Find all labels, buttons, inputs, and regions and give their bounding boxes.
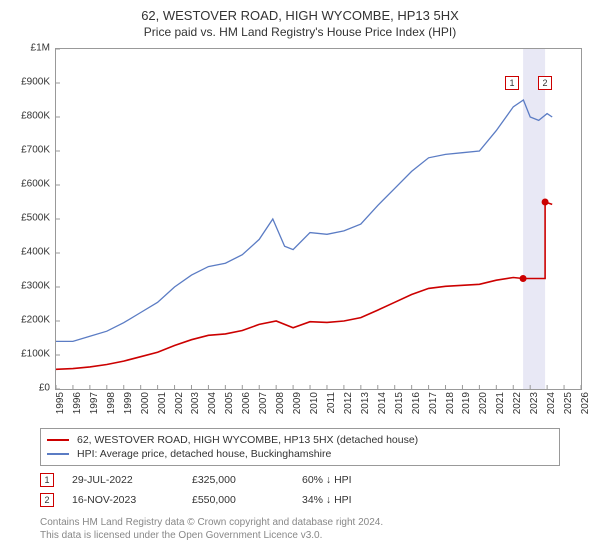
xtick-label: 2022 [512, 392, 523, 422]
xtick-label: 2025 [563, 392, 574, 422]
xtick-label: 2026 [580, 392, 591, 422]
xtick-label: 2010 [309, 392, 320, 422]
xtick-label: 2012 [343, 392, 354, 422]
xtick-label: 2001 [157, 392, 168, 422]
ytick-label: £100K [0, 349, 50, 360]
xtick-label: 2008 [275, 392, 286, 422]
legend-swatch [47, 439, 69, 441]
footnote: Contains HM Land Registry data © Crown c… [40, 516, 560, 542]
legend-label: HPI: Average price, detached house, Buck… [77, 448, 331, 460]
chart-subtitle: Price paid vs. HM Land Registry's House … [0, 23, 600, 43]
ytick-label: £700K [0, 145, 50, 156]
footnote-line: Contains HM Land Registry data © Crown c… [40, 516, 560, 529]
xtick-label: 1995 [55, 392, 66, 422]
marker-price: £325,000 [192, 474, 302, 486]
ytick-label: £500K [0, 213, 50, 224]
ytick-label: £900K [0, 77, 50, 88]
marker-row: 1 29-JUL-2022 £325,000 60% ↓ HPI [40, 470, 560, 490]
chart-title: 62, WESTOVER ROAD, HIGH WYCOMBE, HP13 5H… [0, 0, 600, 23]
xtick-label: 2011 [326, 392, 337, 422]
marker-date: 16-NOV-2023 [72, 494, 192, 506]
marker-delta: 34% ↓ HPI [302, 494, 352, 506]
xtick-label: 2000 [140, 392, 151, 422]
callout-marker-2: 2 [538, 76, 552, 90]
xtick-label: 1998 [106, 392, 117, 422]
xtick-label: 2020 [478, 392, 489, 422]
footnote-line: This data is licensed under the Open Gov… [40, 529, 560, 542]
ytick-label: £300K [0, 281, 50, 292]
legend-row: HPI: Average price, detached house, Buck… [47, 447, 553, 461]
ytick-label: £400K [0, 247, 50, 258]
legend-swatch [47, 453, 69, 455]
xtick-label: 2004 [207, 392, 218, 422]
legend-row: 62, WESTOVER ROAD, HIGH WYCOMBE, HP13 5H… [47, 433, 553, 447]
xtick-label: 2019 [461, 392, 472, 422]
xtick-label: 2017 [428, 392, 439, 422]
xtick-label: 2007 [258, 392, 269, 422]
chart-plot-area [55, 48, 582, 390]
xtick-label: 1996 [72, 392, 83, 422]
xtick-label: 2003 [190, 392, 201, 422]
xtick-label: 2005 [224, 392, 235, 422]
ytick-label: £600K [0, 179, 50, 190]
xtick-label: 2016 [411, 392, 422, 422]
xtick-label: 2015 [394, 392, 405, 422]
xtick-label: 2021 [495, 392, 506, 422]
marker-price: £550,000 [192, 494, 302, 506]
xtick-label: 2006 [241, 392, 252, 422]
marker-num-box: 1 [40, 473, 54, 487]
xtick-label: 2009 [292, 392, 303, 422]
marker-date: 29-JUL-2022 [72, 474, 192, 486]
legend-box: 62, WESTOVER ROAD, HIGH WYCOMBE, HP13 5H… [40, 428, 560, 466]
ytick-label: £1M [0, 43, 50, 54]
callout-marker-1: 1 [505, 76, 519, 90]
xtick-label: 1999 [123, 392, 134, 422]
marker-row: 2 16-NOV-2023 £550,000 34% ↓ HPI [40, 490, 560, 510]
legend-label: 62, WESTOVER ROAD, HIGH WYCOMBE, HP13 5H… [77, 434, 418, 446]
marker-table: 1 29-JUL-2022 £325,000 60% ↓ HPI 2 16-NO… [40, 470, 560, 510]
xtick-label: 2018 [445, 392, 456, 422]
xtick-label: 2014 [377, 392, 388, 422]
xtick-label: 2023 [529, 392, 540, 422]
ytick-label: £200K [0, 315, 50, 326]
xtick-label: 1997 [89, 392, 100, 422]
xtick-label: 2024 [546, 392, 557, 422]
ytick-label: £800K [0, 111, 50, 122]
marker-delta: 60% ↓ HPI [302, 474, 352, 486]
marker-num-box: 2 [40, 493, 54, 507]
chart-svg [56, 49, 581, 389]
xtick-label: 2002 [174, 392, 185, 422]
ytick-label: £0 [0, 383, 50, 394]
xtick-label: 2013 [360, 392, 371, 422]
